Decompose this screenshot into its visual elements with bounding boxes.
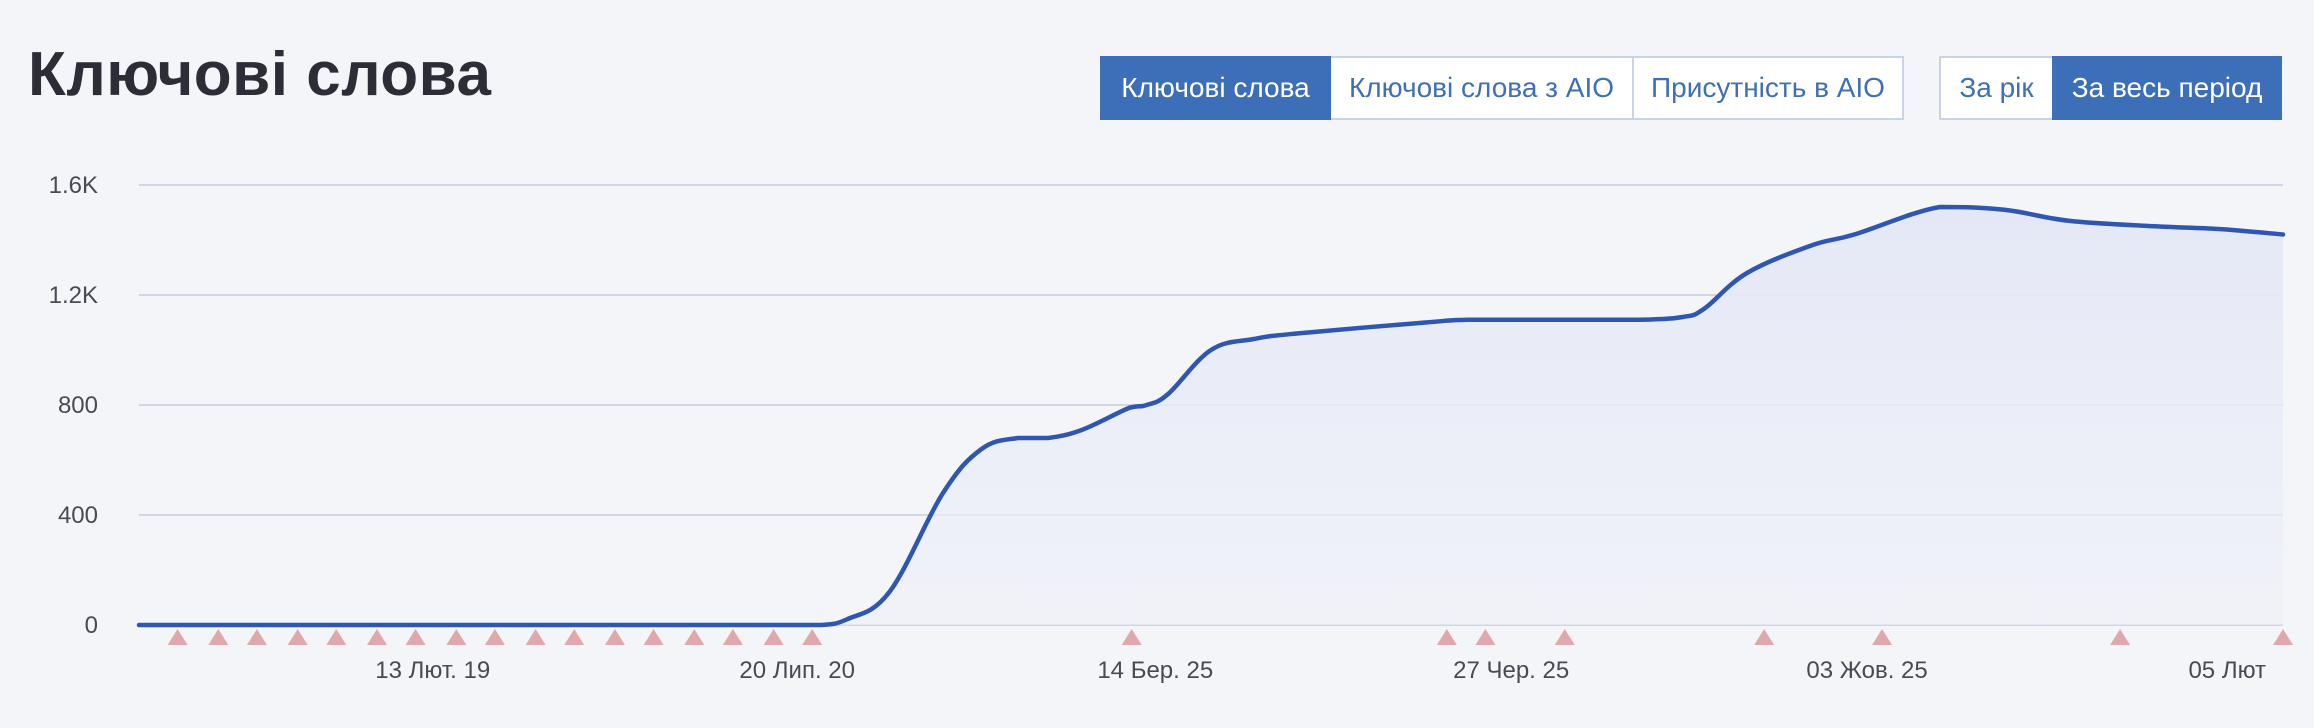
x-tick-label: 27 Чер. 25 bbox=[1453, 657, 1569, 684]
event-marker[interactable] bbox=[1754, 629, 1775, 645]
event-marker[interactable] bbox=[1436, 629, 1457, 645]
metric-toggle-group: Ключові слова Ключові слова з AIO Присут… bbox=[1100, 56, 1904, 120]
tab-keywords[interactable]: Ключові слова bbox=[1100, 56, 1331, 120]
series-line bbox=[136, 204, 2286, 628]
event-marker[interactable] bbox=[525, 629, 546, 645]
x-tick-label: 13 Лют. 19 bbox=[375, 657, 490, 684]
event-marker[interactable] bbox=[2273, 629, 2293, 645]
y-tick-label: 1.2K bbox=[49, 282, 98, 309]
event-marker[interactable] bbox=[684, 629, 705, 645]
x-tick-label: 03 Жов. 25 bbox=[1806, 657, 1927, 684]
tab-aio-presence[interactable]: Присутність в AIO bbox=[1632, 56, 1904, 120]
event-markers bbox=[167, 629, 2293, 645]
event-marker[interactable] bbox=[722, 629, 743, 645]
page-title: Ключові слова bbox=[28, 40, 492, 109]
event-marker[interactable] bbox=[2110, 629, 2131, 645]
event-marker[interactable] bbox=[604, 629, 625, 645]
period-year-button[interactable]: За рік bbox=[1939, 56, 2054, 120]
event-marker[interactable] bbox=[405, 629, 426, 645]
event-marker[interactable] bbox=[564, 629, 585, 645]
event-marker[interactable] bbox=[763, 629, 784, 645]
event-marker[interactable] bbox=[287, 629, 308, 645]
event-marker[interactable] bbox=[446, 629, 467, 645]
event-marker[interactable] bbox=[208, 629, 229, 645]
x-tick-label: 14 Бер. 25 bbox=[1097, 657, 1213, 684]
x-tick-label: 05 Лют bbox=[2188, 657, 2266, 684]
chart-area-layer bbox=[139, 207, 2283, 625]
y-axis-ticks: 0 400 800 1.2K 1.6K bbox=[49, 172, 98, 639]
event-marker[interactable] bbox=[1872, 629, 1893, 645]
chart-line-layer bbox=[136, 204, 2286, 628]
y-tick-label: 1.6K bbox=[49, 172, 98, 199]
y-tick-label: 0 bbox=[85, 612, 98, 639]
x-tick-label: 20 Лип. 20 bbox=[739, 657, 855, 684]
y-tick-label: 400 bbox=[58, 502, 98, 529]
event-marker[interactable] bbox=[1475, 629, 1496, 645]
period-toggle-group: За рік За весь період bbox=[1939, 56, 2282, 120]
series-area bbox=[139, 207, 2283, 625]
event-marker[interactable] bbox=[1554, 629, 1575, 645]
event-marker[interactable] bbox=[802, 629, 823, 645]
x-axis-ticks: 13 Лют. 19 20 Лип. 20 14 Бер. 25 27 Чер. 25… bbox=[375, 657, 2266, 684]
event-marker[interactable] bbox=[643, 629, 664, 645]
y-tick-label: 800 bbox=[58, 392, 98, 419]
event-marker[interactable] bbox=[1121, 629, 1142, 645]
event-marker[interactable] bbox=[326, 629, 347, 645]
event-marker[interactable] bbox=[484, 629, 505, 645]
event-marker[interactable] bbox=[366, 629, 387, 645]
event-marker[interactable] bbox=[246, 629, 267, 645]
event-marker[interactable] bbox=[167, 629, 188, 645]
period-all-button[interactable]: За весь період bbox=[2052, 56, 2282, 120]
